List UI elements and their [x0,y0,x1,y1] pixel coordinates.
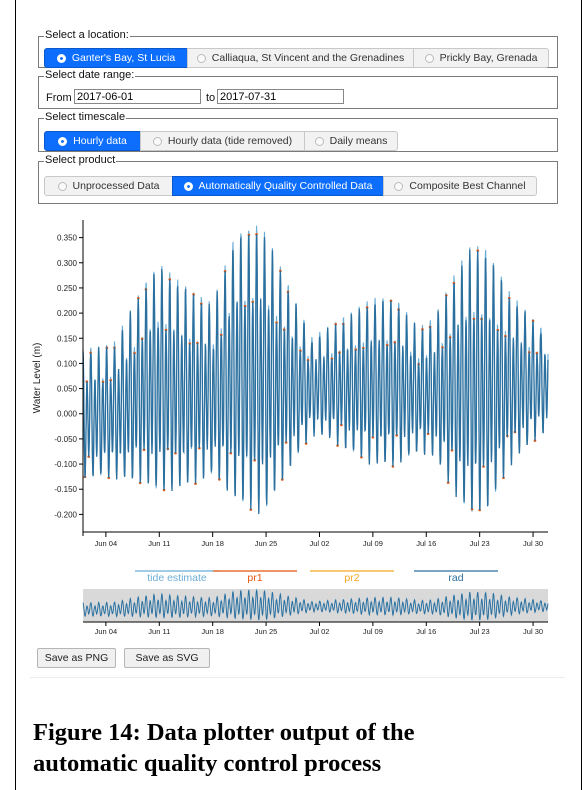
radio-icon [58,136,68,146]
timescale-option-hourly-tide-removed[interactable]: Hourly data (tide removed) [140,131,305,151]
product-fieldset: Select product Unprocessed Data Automati… [38,154,558,204]
timescale-button-group: Hourly data Hourly data (tide removed) D… [44,131,398,151]
main-plot-area [82,225,549,515]
figure-frame [15,0,582,790]
radio-icon [394,181,404,191]
radio-icon [56,53,66,63]
caption-line-1: Figure 14: Data plotter output of the [33,719,415,746]
overview-x-tick-label: Jun 18 [201,627,224,636]
radio-icon [196,53,206,63]
y-tick-label: 0.250 [57,284,78,293]
product-legend: Select product [44,154,117,166]
timescale-option-label: Hourly data (tide removed) [167,135,293,147]
y-tick-label: -0.050 [54,435,77,444]
product-option-label: Automatically Quality Controlled Data [198,180,373,192]
x-tick-label: Jul 16 [416,539,436,548]
y-tick-label: -0.150 [54,485,77,494]
caption-line-2: automatic quality control process [33,750,382,777]
y-tick-label: 0.100 [57,359,78,368]
x-tick-label: Jun 18 [201,539,224,548]
overview-rad [82,589,549,621]
timescale-option-hourly[interactable]: Hourly data [44,131,141,151]
product-option-composite[interactable]: Composite Best Channel [383,176,537,196]
x-tick-label: Jul 09 [363,539,383,548]
product-option-auto-qc[interactable]: Automatically Quality Controlled Data [172,176,384,196]
timescale-option-label: Daily means [329,135,388,147]
location-legend: Select a location: [44,29,130,41]
overview-x-tick-label: Jun 04 [95,627,118,636]
overview-x-tick-label: Jul 09 [363,627,383,636]
product-option-unprocessed[interactable]: Unprocessed Data [44,176,173,196]
radio-icon [183,181,193,191]
location-option-label: Prickly Bay, Grenada [439,52,538,64]
date-range-legend: Select date range: [44,69,136,81]
date-range-fieldset: Select date range: From to [38,69,558,109]
radio-icon [314,136,324,146]
legend-label-pr1: pr1 [247,572,262,584]
location-option-label: Calliaqua, St Vincent and the Grenadines [211,52,405,64]
figure-caption: Figure 14: Data plotter output of the au… [33,717,563,779]
legend-label-pr2: pr2 [344,572,359,584]
x-tick-label: Jul 02 [309,539,329,548]
overview-x-tick-label: Jul 02 [309,627,329,636]
x-tick-label: Jun 25 [255,539,278,548]
location-option-label: Ganter's Bay, St Lucia [71,52,176,64]
radio-icon [424,53,434,63]
y-tick-label: 0.150 [57,334,78,343]
legend-label-tide-estimate: tide estimate [147,572,207,584]
location-button-group: Ganter's Bay, St Lucia Calliaqua, St Vin… [44,48,549,68]
y-tick-label: -0.200 [54,510,77,519]
overview-x-tick-label: Jun 11 [148,627,170,636]
timescale-fieldset: Select timescale Hourly data Hourly data… [38,111,558,152]
product-button-group: Unprocessed Data Automatically Quality C… [44,176,537,196]
overview-x-tick-label: Jul 16 [416,627,436,636]
radio-icon [152,136,162,146]
to-label: to [206,92,216,104]
x-tick-label: Jul 30 [523,539,543,548]
radio-icon [57,181,67,191]
water-level-chart: 0.350 0.300 0.250 0.200 0.150 0.100 0.050 0.000… [32,220,549,636]
overview-x-tick-label: Jul 30 [523,627,543,636]
y-tick-label: 0.200 [57,309,78,318]
legend-label-rad: rad [448,572,463,584]
divider [30,677,565,678]
product-option-label: Unprocessed Data [72,180,160,192]
timescale-option-label: Hourly data [73,135,127,147]
location-fieldset: Select a location: Ganter's Bay, St Luci… [38,29,558,68]
y-tick-label: 0.000 [57,410,78,419]
product-option-label: Composite Best Channel [409,180,526,192]
y-tick-label: 0.050 [57,385,78,394]
x-tick-label: Jul 23 [470,539,490,548]
y-tick-label: -0.100 [54,460,77,469]
x-axis: Jun 04 Jun 11 Jun 18 Jun 25 Jul 02 Jul 09 Jul … [83,531,548,548]
y-axis: 0.350 0.300 0.250 0.200 0.150 0.100 0.050 0.000… [54,220,84,536]
y-tick-label: 0.300 [57,259,78,268]
series-rad [82,234,549,515]
save-svg-button[interactable]: Save as SVG [124,648,210,668]
date-to-input[interactable] [217,89,344,104]
y-tick-label: 0.350 [57,234,78,243]
timescale-legend: Select timescale [44,111,127,123]
from-label: From [46,92,72,104]
save-png-button[interactable]: Save as PNG [37,648,116,668]
timescale-option-daily-means[interactable]: Daily means [304,131,398,151]
x-tick-label: Jun 04 [95,539,118,548]
overview-brush[interactable]: Jun 04 Jun 11 Jun 18 Jun 25 Jul 02 Jul 09 Jul … [82,588,549,636]
x-tick-label: Jun 11 [148,539,170,548]
date-from-input[interactable] [74,89,201,104]
overview-x-tick-label: Jun 25 [255,627,278,636]
location-option-prickly-bay[interactable]: Prickly Bay, Grenada [413,48,549,68]
chart-legend: tide estimate pr1 pr2 rad [135,570,498,584]
location-option-ganters-bay[interactable]: Ganter's Bay, St Lucia [44,48,188,68]
overview-x-tick-label: Jul 23 [470,627,490,636]
y-axis-label: Water Level (m) [32,343,43,414]
